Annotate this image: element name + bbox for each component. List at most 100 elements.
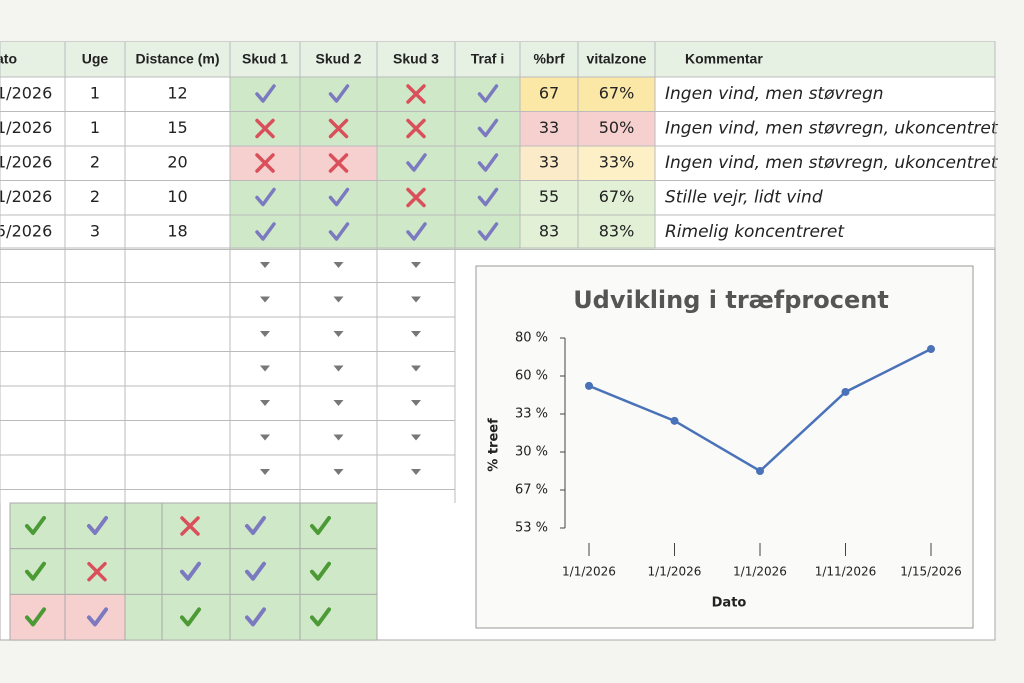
- cell: 83%: [599, 222, 635, 241]
- check-icon: [477, 118, 499, 138]
- comment: Ingen vind, men støvregn, ukoncentret: [665, 119, 999, 139]
- comment: Ingen vind, men støvregn: [665, 84, 884, 104]
- data-point: [927, 345, 935, 354]
- cross-icon: [255, 118, 275, 139]
- column-header: Skud 3: [393, 51, 439, 67]
- cell-bg: [578, 215, 655, 250]
- header-bg: [0, 42, 995, 77]
- cell: 33: [539, 118, 559, 137]
- column-header: Kommentar: [685, 51, 763, 67]
- cell-bg: [455, 215, 520, 250]
- cross-icon: [180, 516, 200, 536]
- column-header: Skud 2: [316, 51, 362, 67]
- y-tick-label: 53 %: [515, 521, 548, 536]
- dropdown-arrow: [333, 365, 344, 372]
- dropdown-arrow: [260, 331, 270, 337]
- cell-bg: [300, 215, 377, 250]
- cell: 33: [539, 153, 559, 172]
- cross-icon: [328, 153, 349, 173]
- check-icon: [477, 153, 499, 172]
- column-header: Uge: [82, 51, 109, 67]
- x-tick-label: 1/1/2026: [562, 565, 616, 579]
- dropdown-arrow: [260, 365, 270, 372]
- data-point: [585, 381, 593, 390]
- x-tick-label: 1/1/2026: [733, 565, 787, 579]
- cell: 2: [90, 153, 100, 172]
- comment: Rimelig koncentreret: [665, 222, 845, 242]
- check-icon: [25, 561, 46, 581]
- cell-bg: [455, 111, 520, 146]
- cross-icon: [255, 153, 275, 173]
- dropdown-arrow: [333, 296, 344, 303]
- check-icon: [255, 187, 276, 207]
- cross-icon: [328, 118, 349, 139]
- dropdown-arrow: [260, 296, 270, 303]
- summary-cell: [124, 548, 163, 595]
- x-tick-label: 1/15/2026: [900, 565, 962, 579]
- column-header: Traf i: [471, 51, 504, 67]
- cell: 18: [167, 222, 187, 241]
- cell-bg: [377, 215, 455, 250]
- data-point: [756, 467, 764, 475]
- comment: Stille vejr, lidt vind: [665, 188, 823, 208]
- check-icon: [25, 607, 46, 627]
- dropdown-arrow: [411, 400, 421, 406]
- chart-title: Udvikling i træfprocent: [573, 286, 889, 314]
- check-icon: [245, 516, 266, 535]
- check-icon: [25, 516, 46, 535]
- cell: 15: [167, 118, 187, 137]
- cell: 33%: [599, 153, 635, 172]
- check-icon: [328, 222, 350, 241]
- y-tick-label: 33 %: [515, 407, 548, 422]
- dropdown-arrow: [333, 262, 344, 268]
- check-icon: [87, 607, 108, 627]
- check-icon: [180, 561, 201, 581]
- cell-bg: [455, 146, 520, 181]
- dropdown-arrow: [333, 400, 344, 406]
- dropdown-arrow: [333, 331, 344, 337]
- dropdown-arrow: [333, 434, 344, 441]
- dropdown-arrow: [260, 262, 270, 268]
- cell-bg: [578, 111, 655, 146]
- data-point: [841, 387, 850, 396]
- cell-bg: [230, 180, 300, 215]
- column-header: %brf: [533, 51, 564, 67]
- cell: 83: [539, 222, 559, 241]
- check-icon: [245, 561, 266, 581]
- dropdown-arrow: [333, 469, 344, 475]
- summary-cell: [124, 593, 163, 641]
- check-icon: [406, 153, 427, 172]
- summary-cell: [64, 502, 126, 550]
- cross-icon: [87, 561, 107, 582]
- cell-bg: [377, 146, 455, 181]
- cell: 1: [90, 84, 100, 103]
- check-icon: [406, 222, 427, 241]
- check-icon: [310, 516, 331, 535]
- cell: 1: [90, 118, 100, 137]
- check-icon: [180, 607, 201, 627]
- cross-icon: [406, 187, 426, 208]
- summary-cell: [229, 502, 301, 550]
- cell-bg: [520, 77, 578, 112]
- dropdown-arrow: [411, 434, 421, 441]
- x-tick-label: 1/1/2026: [648, 565, 702, 579]
- dropdown-arrow: [260, 400, 270, 406]
- cell: 67%: [599, 187, 635, 206]
- dropdown-arrow: [260, 469, 270, 475]
- x-axis-label: Dato: [712, 596, 747, 611]
- y-axis-label: % treef: [487, 418, 502, 472]
- cell: 5/2026: [0, 222, 52, 241]
- check-icon: [245, 607, 266, 627]
- y-tick-label: 30 %: [515, 445, 548, 460]
- column-header: Distance (m): [135, 51, 219, 67]
- cell: 3: [90, 222, 100, 241]
- check-icon: [255, 222, 276, 241]
- check-icon: [310, 607, 331, 627]
- cell-bg: [520, 111, 578, 146]
- cell: 12: [167, 84, 187, 103]
- dropdown-arrow: [411, 469, 421, 475]
- dropdown-arrow: [411, 331, 421, 337]
- cell: 55: [539, 187, 559, 206]
- cell-bg: [578, 77, 655, 112]
